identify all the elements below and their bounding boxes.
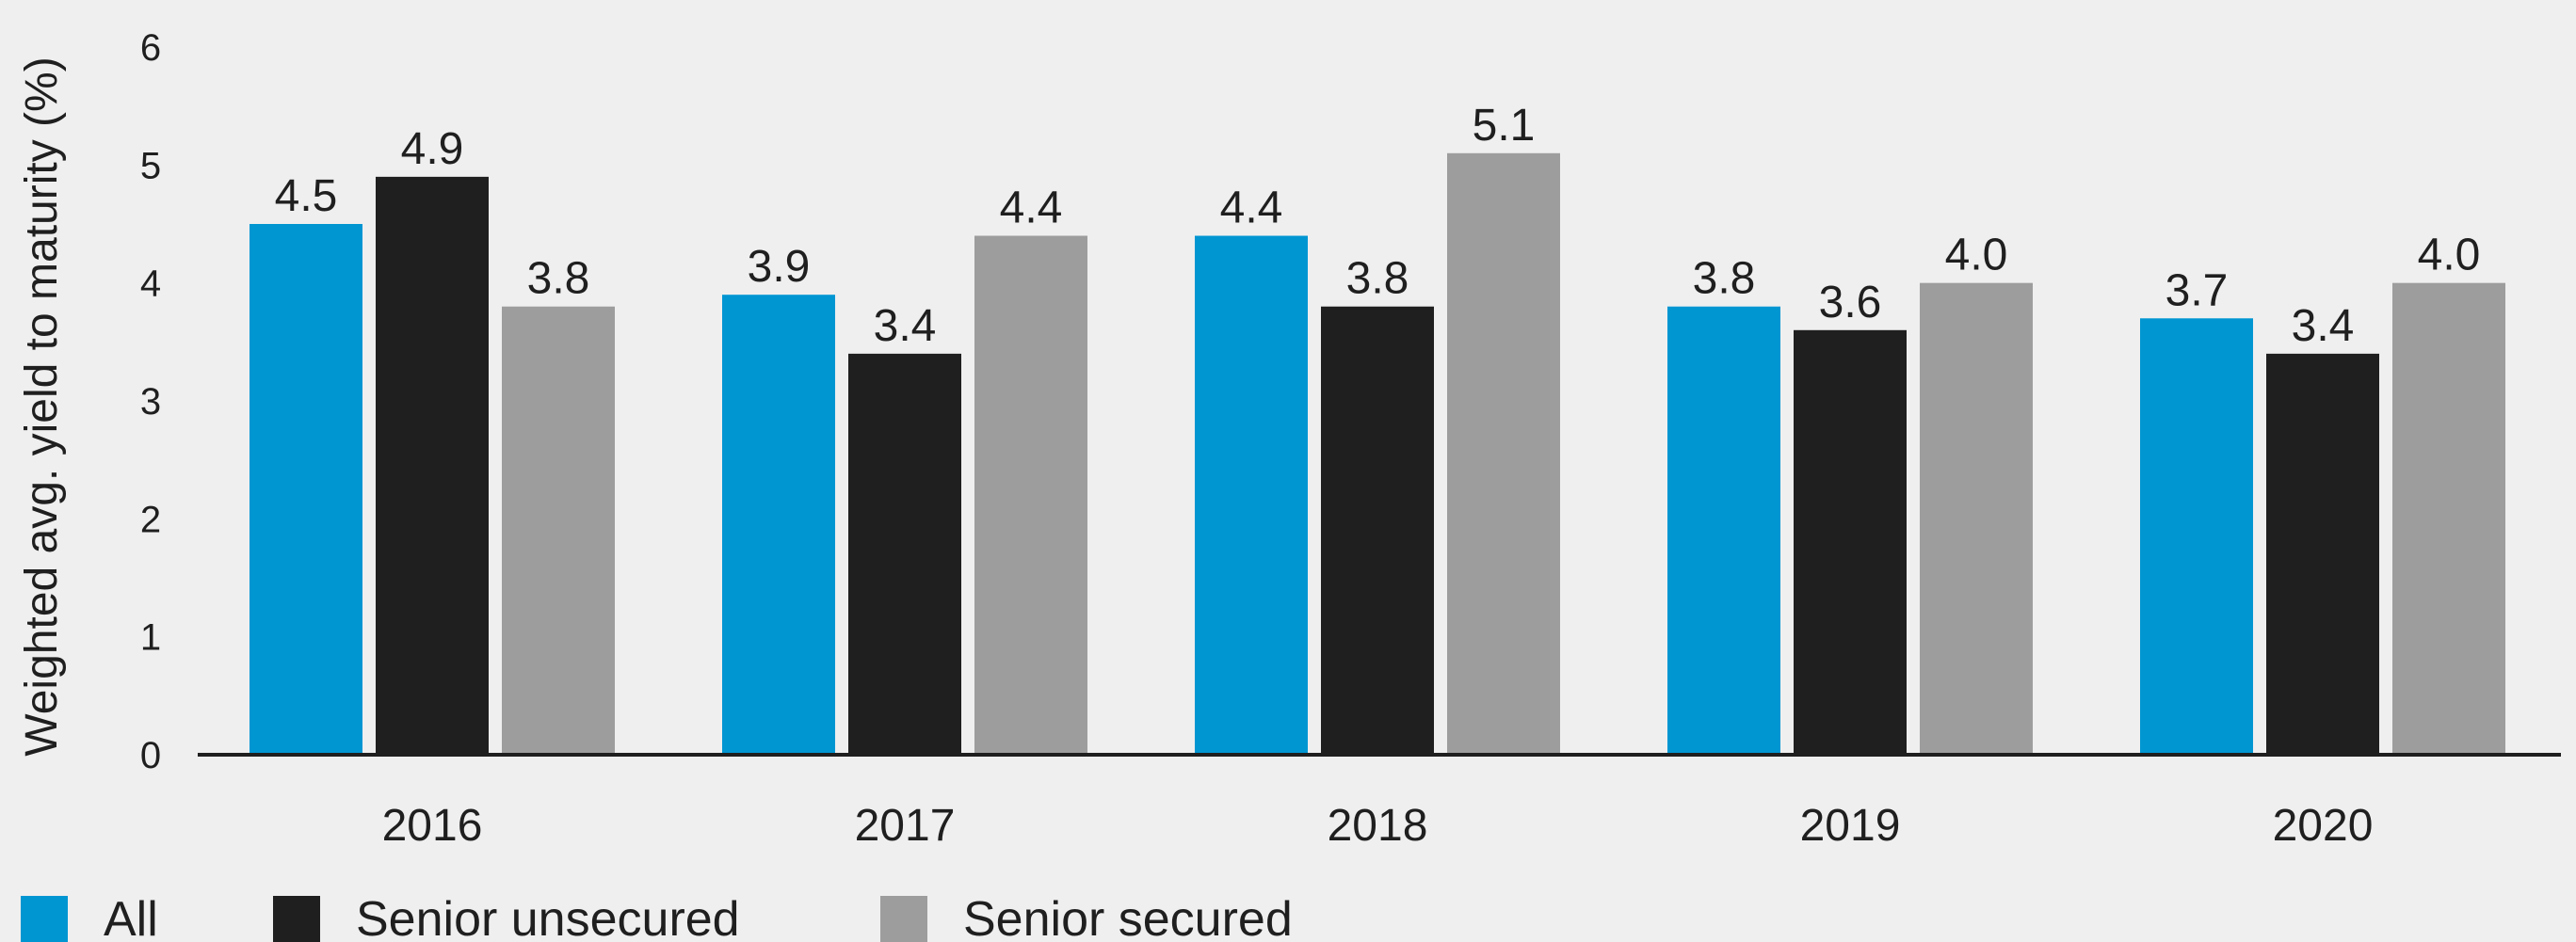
- bars: [250, 152, 2505, 756]
- data-label: 3.6: [1819, 278, 1882, 327]
- y-tick-label: 5: [140, 145, 161, 186]
- bar: [1920, 282, 2033, 755]
- data-labels: 4.5 4.9 3.8 3.9 3.4 4.4 4.4 3.8 5.1 3.8 3.6 4.0 3.7 3…: [275, 101, 2481, 351]
- x-tick-label: 2017: [855, 801, 956, 851]
- bar: [1195, 235, 1308, 756]
- bar: [974, 235, 1087, 756]
- y-tick-label: 4: [140, 263, 161, 305]
- y-axis-ticks: 0 1 2 3 4 5 6: [140, 27, 161, 776]
- bar: [250, 224, 362, 755]
- legend-swatch: [21, 896, 68, 942]
- data-label: 3.9: [748, 242, 811, 292]
- legend-label: Senior unsecured: [356, 892, 740, 942]
- bar: [722, 295, 835, 755]
- data-label: 4.0: [1945, 231, 2008, 280]
- y-tick-label: 2: [140, 499, 161, 540]
- y-tick-label: 1: [140, 617, 161, 659]
- legend-swatch: [273, 896, 320, 942]
- legend: All Senior unsecured Senior secured: [21, 892, 1293, 942]
- data-label: 4.5: [275, 171, 338, 221]
- bar: [1794, 329, 1907, 755]
- x-tick-label: 2020: [2273, 801, 2374, 851]
- bar: [376, 176, 489, 755]
- data-label: 3.8: [1346, 254, 1409, 304]
- bar: [2392, 282, 2505, 755]
- y-axis-title: Weighted avg. yield to maturity (%): [17, 56, 67, 756]
- x-axis-categories: 2016 2017 2018 2019 2020: [382, 801, 2374, 851]
- data-label: 4.9: [401, 124, 464, 174]
- data-label: 3.4: [2292, 301, 2355, 351]
- x-tick-label: 2016: [382, 801, 483, 851]
- data-label: 4.0: [2418, 231, 2481, 280]
- legend-label: All: [104, 892, 158, 942]
- y-tick-label: 6: [140, 27, 161, 69]
- legend-label: Senior secured: [963, 892, 1293, 942]
- data-label: 3.4: [874, 301, 937, 351]
- x-tick-label: 2018: [1328, 801, 1428, 851]
- data-label: 4.4: [1220, 184, 1283, 233]
- bar: [2140, 318, 2253, 755]
- bar: [1667, 306, 1780, 755]
- bar: [502, 306, 615, 755]
- bar: [848, 353, 961, 755]
- bar: [1447, 152, 1560, 756]
- data-label: 3.8: [527, 254, 590, 304]
- y-tick-label: 0: [140, 735, 161, 776]
- data-label: 5.1: [1473, 101, 1536, 151]
- data-label: 4.4: [1000, 184, 1063, 233]
- data-label: 3.7: [2165, 265, 2229, 315]
- y-tick-label: 3: [140, 381, 161, 423]
- bar: [2266, 353, 2379, 755]
- legend-swatch: [880, 896, 927, 942]
- data-label: 3.8: [1693, 254, 1756, 304]
- bar: [1321, 306, 1434, 755]
- x-tick-label: 2019: [1800, 801, 1901, 851]
